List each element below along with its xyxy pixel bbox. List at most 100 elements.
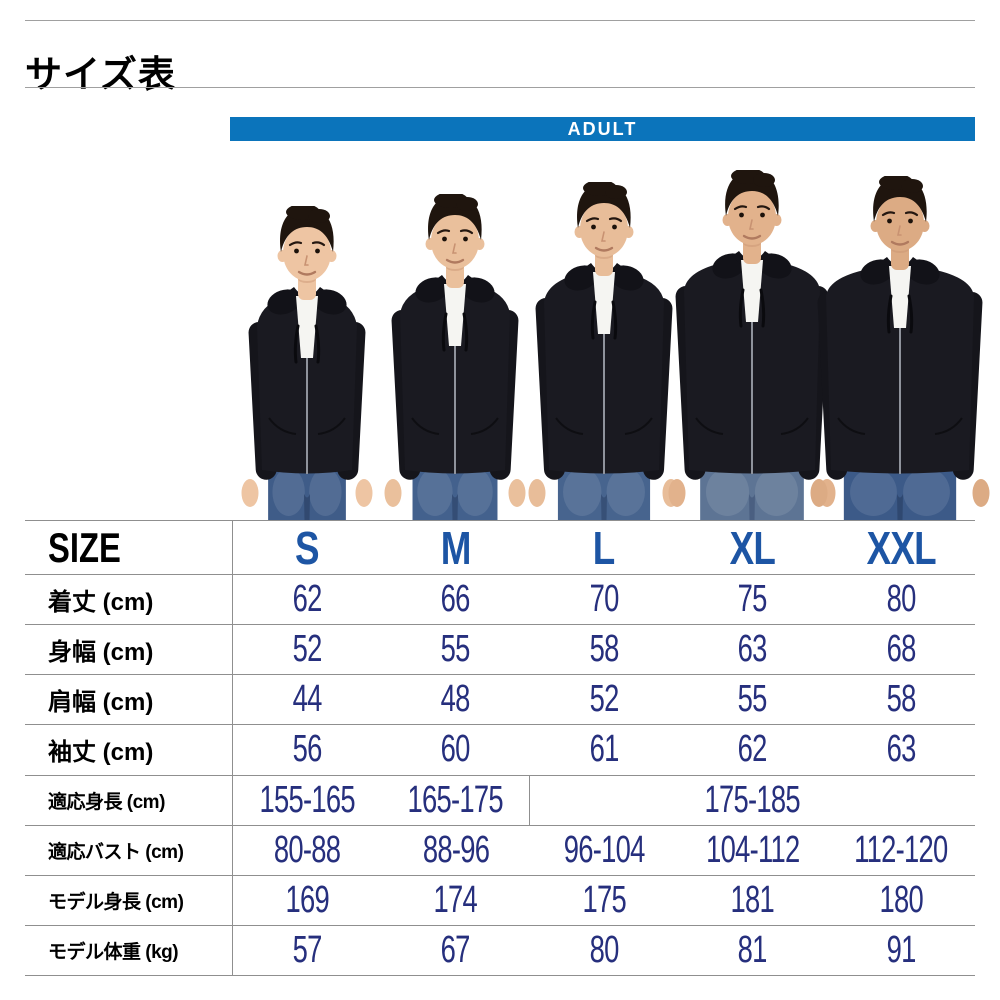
cell-value: 181: [730, 878, 775, 921]
table-cell: 175: [530, 876, 678, 925]
table-cell: 112-120: [827, 826, 975, 875]
row-label-cell: 着丈 (cm): [25, 575, 233, 625]
table-cell: 181: [678, 876, 826, 925]
size-table: SIZE S M L XL XXL 着丈 (cm) 62 66 70 75 80 身幅 (cm) 52 55…: [25, 520, 975, 976]
column-header-m: M: [381, 521, 529, 574]
cell-value: 112-120: [854, 828, 948, 871]
table-cell: 48: [381, 675, 529, 724]
cell-value: 96-104: [563, 828, 646, 871]
cell-value: 104-112: [705, 828, 800, 871]
table-cell: 165-175: [381, 776, 529, 825]
table-cell: 88-96: [381, 826, 529, 875]
cell-value: 81: [737, 928, 768, 971]
cell-value: 58: [589, 628, 620, 671]
cell-value: 62: [292, 578, 323, 621]
table-cell: 68: [827, 625, 975, 674]
row-label: 適応バスト (cm): [48, 841, 184, 863]
row-label-cell: モデル身長 (cm): [25, 875, 233, 925]
table-cell: 60: [381, 725, 529, 774]
column-header-label: XXL: [866, 521, 936, 574]
column-header-xxl: XXL: [827, 521, 975, 574]
cell-value: 58: [886, 678, 916, 721]
row-label: 適応身長 (cm): [48, 791, 165, 813]
cell-value: 80-88: [274, 828, 341, 871]
table-cell: 52: [530, 675, 678, 724]
table-cell: 104-112: [678, 826, 826, 875]
cell-value: 61: [589, 728, 620, 771]
cell-value: 175: [582, 878, 626, 921]
cell-value: 52: [292, 628, 323, 671]
table-cell: 96-104: [530, 826, 678, 875]
table-cell: 70: [530, 575, 678, 624]
table-row: 身幅 (cm) 52 55 58 63 68: [25, 625, 975, 676]
table-cell: 44: [233, 675, 381, 724]
table-cell: 75: [678, 575, 826, 624]
table-cell: 63: [827, 725, 975, 774]
top-divider: [25, 20, 975, 21]
cell-value: 70: [589, 578, 620, 621]
cell-value: 80: [886, 578, 916, 621]
column-header-label: L: [593, 521, 615, 574]
table-cell: 62: [678, 725, 826, 774]
cell-value: 175-185: [705, 778, 801, 821]
cell-value: 66: [441, 578, 471, 621]
row-label: 着丈 (cm): [48, 589, 154, 617]
models-photo: [0, 143, 1000, 520]
cell-value: 169: [285, 878, 329, 921]
table-row: 適応バスト (cm) 80-88 88-96 96-104 104-112 112-120: [25, 825, 975, 876]
table-row: モデル体重 (kg) 57 67 80 81 91: [25, 925, 975, 976]
row-label-cell: 適応身長 (cm): [25, 775, 233, 825]
table-cell: 55: [678, 675, 826, 724]
table-cell: 61: [530, 725, 678, 774]
table-cell: 58: [530, 625, 678, 674]
cell-value: 44: [292, 678, 323, 721]
cell-value: 88-96: [422, 828, 489, 871]
row-label: モデル身長 (cm): [48, 891, 184, 913]
cell-value: 68: [886, 628, 916, 671]
cell-value: 75: [737, 578, 768, 621]
cell-value: 80: [589, 928, 620, 971]
table-corner-cell: SIZE: [25, 521, 233, 574]
table-cell: 81: [678, 926, 826, 975]
row-label: 身幅 (cm): [48, 639, 154, 667]
cell-value: 57: [292, 928, 323, 971]
model-figure-m: [384, 194, 526, 520]
table-cell: 58: [827, 675, 975, 724]
model-figure-s: [241, 206, 373, 520]
row-label-cell: モデル体重 (kg): [25, 925, 233, 975]
cell-value: 165-175: [407, 778, 504, 821]
table-row: 肩幅 (cm) 44 48 52 55 58: [25, 675, 975, 726]
table-row: 袖丈 (cm) 56 60 61 62 63: [25, 725, 975, 776]
table-cell: 52: [233, 625, 381, 674]
table-cell: 80: [530, 926, 678, 975]
table-header-row: SIZE S M L XL XXL: [25, 521, 975, 575]
column-header-l: L: [530, 521, 678, 574]
table-cell: 56: [233, 725, 381, 774]
title-divider: [25, 87, 975, 88]
row-label-cell: 身幅 (cm): [25, 625, 233, 675]
cell-value: 62: [737, 728, 768, 771]
column-header-label: M: [440, 521, 472, 574]
column-header-xl: XL: [678, 521, 826, 574]
cell-value: 63: [737, 628, 768, 671]
column-header-label: S: [295, 521, 320, 574]
column-header-s: S: [233, 521, 381, 574]
table-cell: 57: [233, 926, 381, 975]
cell-value: 55: [737, 678, 768, 721]
page-title: サイズ表: [25, 53, 176, 95]
cell-value: 67: [441, 928, 471, 971]
cell-value: 55: [441, 628, 471, 671]
row-label: 肩幅 (cm): [48, 689, 154, 717]
model-figure-l: [528, 182, 680, 520]
table-cell: 80: [827, 575, 975, 624]
model-figure-xxl: [810, 176, 990, 520]
table-cell: 66: [381, 575, 529, 624]
table-cell: 63: [678, 625, 826, 674]
cell-value: 52: [589, 678, 620, 721]
table-row: モデル身長 (cm) 169 174 175 181 180: [25, 875, 975, 926]
table-row: 適応身長 (cm) 155-165 165-175 175-185: [25, 775, 975, 826]
cell-value: 155-165: [259, 778, 355, 821]
cell-value: 180: [879, 878, 923, 921]
row-label: モデル体重 (kg): [48, 941, 179, 963]
table-cell: 174: [381, 876, 529, 925]
